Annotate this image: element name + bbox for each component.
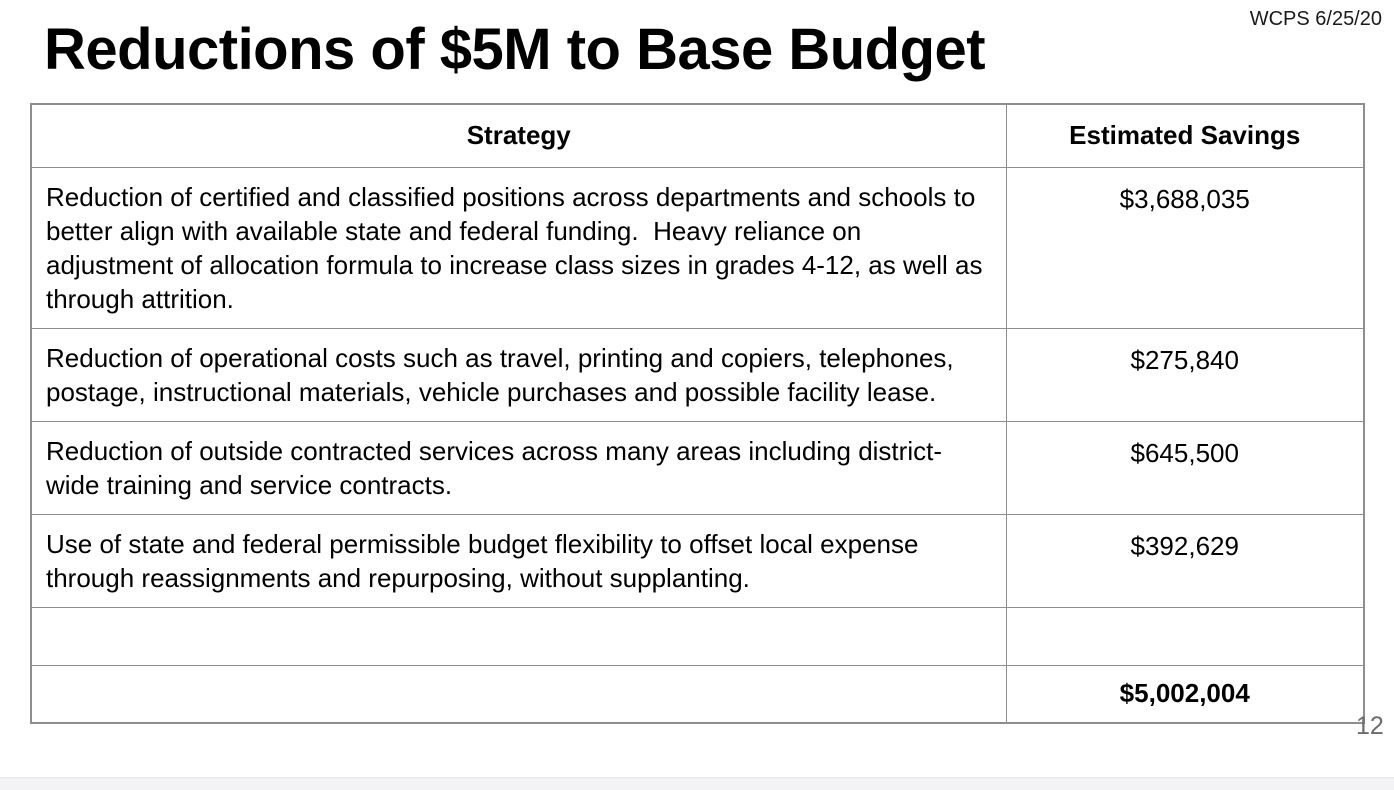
page-number: 12	[1356, 712, 1384, 740]
table-row	[30, 606, 1365, 666]
savings-cell: $392,629	[1005, 513, 1365, 608]
watermark-label: WCPS 6/25/20	[1249, 8, 1382, 30]
savings-cell: $3,688,035	[1005, 166, 1365, 329]
strategy-column-header: Strategy	[30, 103, 1007, 168]
savings-cell: $645,500	[1005, 420, 1365, 515]
total-savings-value: $5,002,004	[1005, 664, 1365, 724]
table-row: Reduction of certified and classified po…	[30, 166, 1365, 329]
total-row: $5,002,004	[30, 664, 1365, 724]
total-strategy-cell	[30, 664, 1007, 724]
page-title: Reductions of $5M to Base Budget	[44, 17, 986, 82]
table-footer: $5,002,004	[30, 664, 1365, 724]
strategy-cell: Reduction of outside contracted services…	[30, 420, 1007, 515]
savings-column-header: Estimated Savings	[1005, 103, 1365, 168]
table-row: Use of state and federal permissible bud…	[30, 513, 1365, 608]
bottom-strip	[0, 777, 1394, 790]
budget-reductions-table: Strategy Estimated Savings Reduction of …	[30, 103, 1365, 724]
strategy-cell	[30, 606, 1007, 666]
strategy-cell: Use of state and federal permissible bud…	[30, 513, 1007, 608]
savings-cell: $275,840	[1005, 327, 1365, 422]
table-header: Strategy Estimated Savings	[30, 103, 1365, 168]
header-row: Strategy Estimated Savings	[30, 103, 1365, 168]
strategy-cell: Reduction of operational costs such as t…	[30, 327, 1007, 422]
table-row: Reduction of outside contracted services…	[30, 420, 1365, 515]
table-row: Reduction of operational costs such as t…	[30, 327, 1365, 422]
savings-cell	[1005, 606, 1365, 666]
table-body: Reduction of certified and classified po…	[30, 166, 1365, 666]
strategy-cell: Reduction of certified and classified po…	[30, 166, 1007, 329]
